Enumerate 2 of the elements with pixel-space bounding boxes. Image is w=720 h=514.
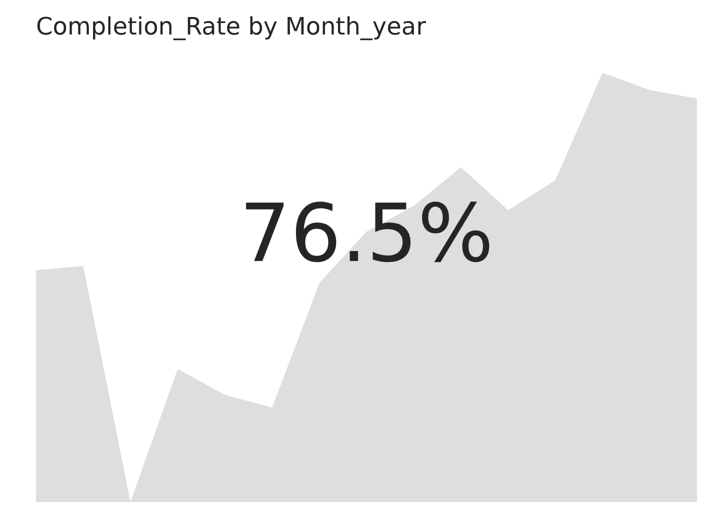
- chart-title: Completion_Rate by Month_year: [36, 12, 426, 41]
- annotation: 76.5%: [239, 187, 494, 280]
